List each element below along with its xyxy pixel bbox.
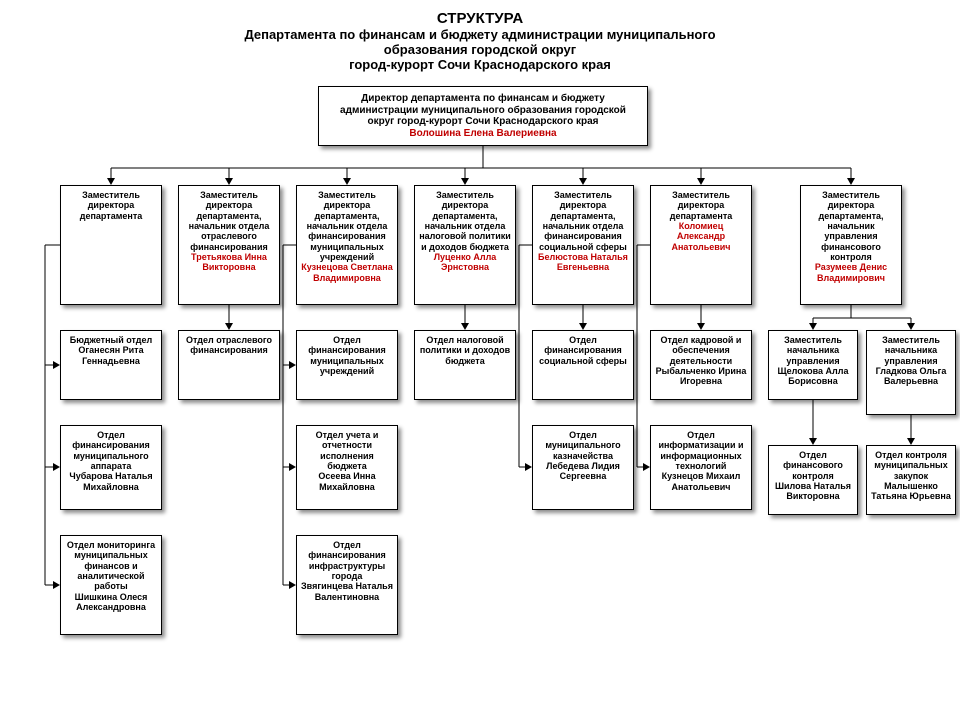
col2-2: Отдел финансирования инфраструктуры горо…: [296, 535, 398, 635]
col5-1: Отдел информатизации и информационных те…: [650, 425, 752, 510]
deputy-4-title: Заместитель директора департамента, нача…: [536, 190, 630, 252]
col4-0-label: Отдел финансирования социальной сферы: [536, 335, 630, 366]
col4-1: Отдел муниципального казначейства Лебеде…: [532, 425, 634, 510]
col6b-1-label: Отдел контроля муниципальных закупок: [870, 450, 952, 481]
col0-1: Отдел финансирования муниципального аппа…: [60, 425, 162, 510]
col6a-1-person: Шилова Наталья Викторовна: [772, 481, 854, 502]
deputy-1-title: Заместитель директора департамента, нача…: [182, 190, 276, 252]
col5-1-label: Отдел информатизации и информационных те…: [654, 430, 748, 471]
col2-0-label: Отдел финансирования муниципальных учреж…: [300, 335, 394, 376]
deputy-2-title: Заместитель директора департамента, нача…: [300, 190, 394, 262]
col6a-0-label: Заместитель начальника управления: [772, 335, 854, 366]
deputy-6: Заместитель директора департамента, нача…: [800, 185, 902, 305]
col5-0: Отдел кадровой и обеспечения деятельност…: [650, 330, 752, 400]
title-line-3: образования городской округ: [0, 42, 960, 57]
deputy-1-name: Третьякова Инна Викторовна: [182, 252, 276, 273]
col0-2-person: Шишкина Олеся Александровна: [64, 592, 158, 613]
director-title: Директор департамента по финансам и бюдж…: [327, 93, 639, 128]
deputy-1: Заместитель директора департамента, нача…: [178, 185, 280, 305]
col0-0-label: Бюджетный отдел: [64, 335, 158, 345]
col6a-0-person: Щелокова Алла Борисовна: [772, 366, 854, 387]
chart-title: СТРУКТУРА Департамента по финансам и бюд…: [0, 0, 960, 72]
deputy-6-title: Заместитель директора департамента, нача…: [804, 190, 898, 262]
col2-1-person: Осеева Инна Михайловна: [300, 471, 394, 492]
col1-0: Отдел отраслевого финансирования: [178, 330, 280, 400]
deputy-5: Заместитель директора департамента Колом…: [650, 185, 752, 305]
col0-1-person: Чубарова Наталья Михайловна: [64, 471, 158, 492]
col2-2-person: Звягинцева Наталья Валентиновна: [300, 581, 394, 602]
col6b-1-person: Малышенко Татьяна Юрьевна: [870, 481, 952, 502]
deputy-6-name: Разумеев Денис Владимирович: [804, 262, 898, 283]
col0-0-person: Оганесян Рита Геннадьевна: [64, 345, 158, 366]
col5-0-person: Рыбальченко Ирина Игоревна: [654, 366, 748, 387]
title-line-4: город-курорт Сочи Краснодарского края: [0, 57, 960, 72]
col6a-0: Заместитель начальника управления Щелоко…: [768, 330, 858, 400]
col2-1: Отдел учета и отчетности исполнения бюдж…: [296, 425, 398, 510]
deputy-3: Заместитель директора департамента, нача…: [414, 185, 516, 305]
deputy-5-title: Заместитель директора департамента: [654, 190, 748, 221]
col5-0-label: Отдел кадровой и обеспечения деятельност…: [654, 335, 748, 366]
col2-0: Отдел финансирования муниципальных учреж…: [296, 330, 398, 400]
deputy-3-name: Луценко Алла Эрнстовна: [418, 252, 512, 273]
col4-1-label: Отдел муниципального казначейства: [536, 430, 630, 461]
col5-1-person: Кузнецов Михаил Анатольевич: [654, 471, 748, 492]
col6a-1: Отдел финансового контроля Шилова Наталь…: [768, 445, 858, 515]
col1-0-label: Отдел отраслевого финансирования: [182, 335, 276, 356]
col6a-1-label: Отдел финансового контроля: [772, 450, 854, 481]
deputy-5-name: Коломиец Александр Анатольевич: [654, 221, 748, 252]
deputy-3-title: Заместитель директора департамента, нача…: [418, 190, 512, 252]
col6b-0-label: Заместитель начальника управления: [870, 335, 952, 366]
deputy-4: Заместитель директора департамента, нача…: [532, 185, 634, 305]
title-line-1: СТРУКТУРА: [0, 10, 960, 27]
col2-2-label: Отдел финансирования инфраструктуры горо…: [300, 540, 394, 581]
col6b-1: Отдел контроля муниципальных закупок Мал…: [866, 445, 956, 515]
col0-2: Отдел мониторинга муниципальных финансов…: [60, 535, 162, 635]
col4-1-person: Лебедева Лидия Сергеевна: [536, 461, 630, 482]
col6b-0-person: Гладкова Ольга Валерьевна: [870, 366, 952, 387]
deputy-4-name: Белюстова Наталья Евгеньевна: [536, 252, 630, 273]
col6b-0: Заместитель начальника управления Гладко…: [866, 330, 956, 415]
director-name: Волошина Елена Валериевна: [327, 128, 639, 140]
col0-2-label: Отдел мониторинга муниципальных финансов…: [64, 540, 158, 592]
deputy-0: Заместитель директора департамента: [60, 185, 162, 305]
deputy-2-name: Кузнецова Светлана Владимировна: [300, 262, 394, 283]
col3-0: Отдел налоговой политики и доходов бюдже…: [414, 330, 516, 400]
director-box: Директор департамента по финансам и бюдж…: [318, 86, 648, 146]
col0-0: Бюджетный отдел Оганесян Рита Геннадьевн…: [60, 330, 162, 400]
deputy-2: Заместитель директора департамента, нача…: [296, 185, 398, 305]
col0-1-label: Отдел финансирования муниципального аппа…: [64, 430, 158, 471]
col4-0: Отдел финансирования социальной сферы: [532, 330, 634, 400]
col2-1-label: Отдел учета и отчетности исполнения бюдж…: [300, 430, 394, 471]
deputy-0-title: Заместитель директора департамента: [64, 190, 158, 221]
col3-0-label: Отдел налоговой политики и доходов бюдже…: [418, 335, 512, 366]
title-line-2: Департамента по финансам и бюджету админ…: [0, 27, 960, 42]
